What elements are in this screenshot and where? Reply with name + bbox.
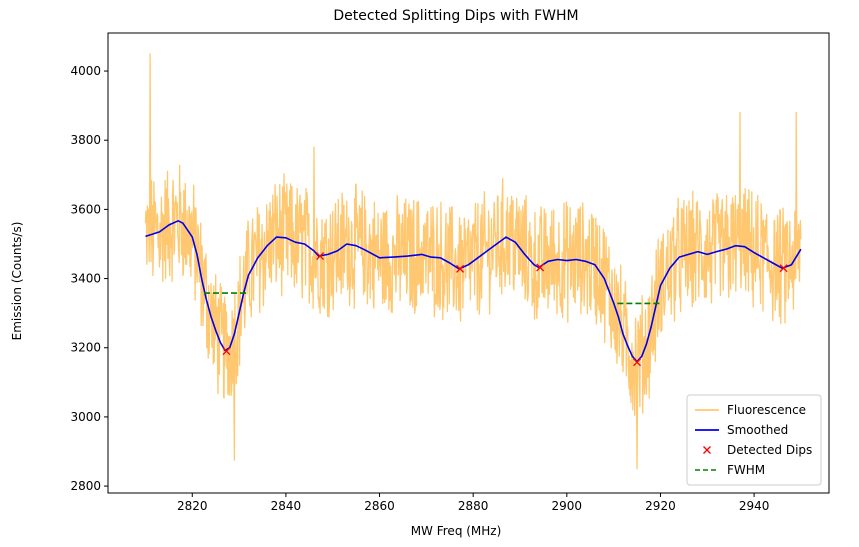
y-tick-label: 3400 [70,272,101,286]
y-tick-label: 3200 [70,341,101,355]
x-tick-label: 2920 [645,499,676,513]
legend-entry: Detected Dips [703,443,812,457]
x-tick-label: 2900 [552,499,583,513]
chart-title: Detected Splitting Dips with FWHM [333,8,578,24]
dip-marker [316,252,325,261]
dip-marker [633,358,642,367]
plot-area [144,53,802,470]
legend-entry: FWHM [695,463,765,477]
y-tick-label: 2800 [70,479,101,493]
x-tick-label: 2840 [271,499,302,513]
axes: 2820 2840 2860 2880 2900 2920 2940 2800 3000 3200… [70,32,830,513]
y-tick-label: 3000 [70,410,101,424]
legend-label: Smoothed [727,423,788,437]
y-tick-label: 4000 [70,64,101,78]
smoothed-series-line [145,220,802,363]
dip-marker [536,263,545,272]
legend-label: Fluorescence [727,403,806,417]
fluorescence-series-line [144,53,802,470]
y-tick-label: 3600 [70,202,101,216]
x-tick-label: 2940 [739,499,770,513]
legend: Fluorescence Smoothed Detected Dips FWHM [686,394,822,486]
legend-label: Detected Dips [727,443,812,457]
dip-marker [222,347,231,356]
x-tick-label: 2860 [364,499,395,513]
dip-marker [456,264,465,273]
x-tick-label: 2880 [458,499,489,513]
axes-frame [107,32,830,494]
legend-entry: Fluorescence [695,403,806,417]
y-tick-label: 3800 [70,133,101,147]
x-axis-label: MW Freq (MHz) [411,524,502,538]
legend-entry: Smoothed [695,423,788,437]
y-axis-label: Emission (Counts/s) [10,222,24,341]
legend-label: FWHM [727,463,765,477]
dip-marker [779,264,788,273]
legend-box [686,394,822,486]
x-tick-label: 2820 [177,499,208,513]
